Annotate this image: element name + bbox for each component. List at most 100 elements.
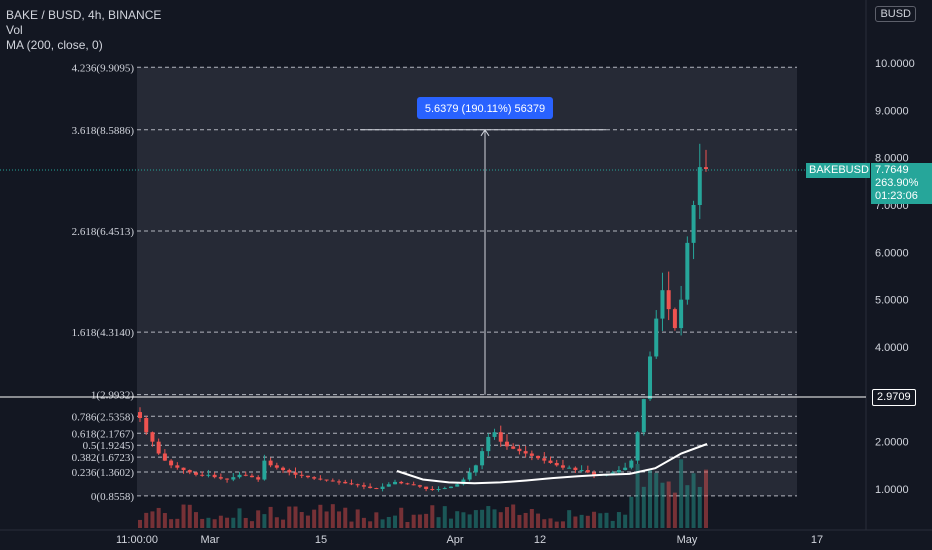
candle-body [212, 474, 217, 478]
volume-bar [386, 516, 391, 528]
candle-body [523, 451, 528, 454]
ma-indicator-label[interactable]: MA (200, close, 0) [6, 38, 103, 52]
time-tick-label: Apr [446, 534, 463, 546]
candle-body [268, 460, 273, 466]
volume-bar [461, 512, 466, 528]
volume-bar [299, 512, 304, 528]
candle-body [368, 486, 373, 489]
time-tick-label: 11:00:00 [116, 534, 158, 546]
measure-label: 5.6379 (190.11%) 56379 [425, 103, 545, 115]
price-tick-label: 10.0000 [875, 58, 915, 70]
bar-countdown: 01:23:06 [875, 190, 918, 202]
candle-body [249, 475, 254, 478]
price-tick-label: 2.0000 [875, 437, 909, 449]
volume-bar [187, 504, 192, 528]
volume-bar [343, 507, 348, 528]
fib-level-label: 0.382(1.6723) [72, 452, 135, 464]
candle-body [361, 485, 366, 487]
volume-bar [573, 516, 578, 528]
candle-body [262, 460, 267, 480]
symbol-price: 7.7649 [875, 164, 909, 176]
fib-level-label: 1.618(4.3140) [72, 327, 135, 339]
candle-body [629, 460, 634, 468]
candle-body [666, 290, 671, 310]
volume-bar [436, 517, 441, 528]
candle-body [554, 462, 559, 466]
volume-bar [473, 510, 478, 528]
volume-bar [405, 521, 410, 528]
candle-body [355, 484, 360, 486]
fib-level-label: 0.236(1.3602) [72, 467, 135, 479]
volume-bar [138, 519, 142, 528]
candle-body [312, 477, 317, 479]
volume-bar [193, 512, 198, 528]
candle-body [567, 467, 572, 469]
price-axis[interactable]: 10.00009.00008.00007.00006.00005.00004.0… [875, 58, 915, 496]
candle-body [486, 436, 491, 452]
volume-bar [249, 521, 254, 528]
candle-body [697, 167, 702, 205]
candle-body [511, 446, 516, 449]
candle-body [349, 483, 354, 485]
volume-bar [598, 513, 603, 528]
volume-bar [548, 518, 553, 528]
volume-bar [225, 517, 230, 528]
volume-bar [697, 486, 702, 528]
candle-body [218, 477, 223, 479]
candle-body [305, 475, 310, 478]
candle-body [504, 441, 509, 447]
volume-bar [361, 517, 366, 528]
candle-body [330, 480, 335, 482]
volume-indicator-label[interactable]: Vol [6, 23, 23, 37]
fib-level-label: 0.5(1.9245) [83, 440, 135, 452]
volume-bar [156, 507, 161, 528]
candle-body [287, 470, 292, 473]
candle-body [548, 460, 553, 463]
candle-body [635, 432, 640, 461]
measure-tool[interactable]: 5.6379 (190.11%) 56379 [360, 97, 606, 395]
candle-body [529, 453, 534, 456]
candle-body [337, 481, 342, 483]
volume-bar [424, 513, 429, 528]
candle-body [318, 478, 323, 480]
candle-body [448, 486, 453, 489]
volume-bar [604, 512, 609, 528]
candle-body [187, 470, 192, 473]
time-tick-label: 15 [315, 534, 327, 546]
candle-body [417, 485, 422, 487]
measure-label-box[interactable] [417, 97, 553, 119]
volume-bar [144, 512, 149, 528]
candle-body [467, 472, 472, 480]
currency-button[interactable]: BUSD [875, 6, 916, 22]
fib-level-label: 1(2.9932) [91, 390, 134, 402]
volume-bar [262, 514, 267, 528]
volume-bar [305, 515, 310, 528]
volume-bar [467, 514, 472, 528]
candle-body [623, 467, 628, 471]
volume-bar [685, 485, 690, 528]
volume-bar [511, 504, 516, 528]
symbol-price-box: 7.7649 263.90% 01:23:06 [871, 163, 932, 204]
symbol-name: BAKEBUSD [809, 164, 869, 176]
fib-level-label: 4.236(9.9095) [72, 62, 135, 74]
volume-bar [666, 481, 671, 528]
volume-bar [554, 521, 559, 528]
ma-line [396, 443, 708, 485]
candle-body [237, 474, 242, 478]
candle-body [480, 451, 485, 466]
time-axis[interactable]: 11:00:00 Mar 15 Apr 12 May 17 [116, 534, 823, 546]
time-tick-label: May [677, 534, 698, 546]
symbol-title[interactable]: BAKE / BUSD, 4h, BINANCE [6, 8, 162, 22]
volume-bar [629, 496, 634, 528]
volume-bar [218, 515, 223, 528]
volume-bar [318, 504, 323, 528]
volume-bar [523, 512, 528, 528]
candle-body [691, 205, 696, 243]
volume-bar [430, 505, 435, 528]
volume-bar [455, 511, 460, 528]
volume-bar [517, 514, 522, 528]
volume-bar [274, 517, 279, 528]
volume-bars [138, 459, 708, 528]
time-tick-label: 17 [811, 534, 823, 546]
